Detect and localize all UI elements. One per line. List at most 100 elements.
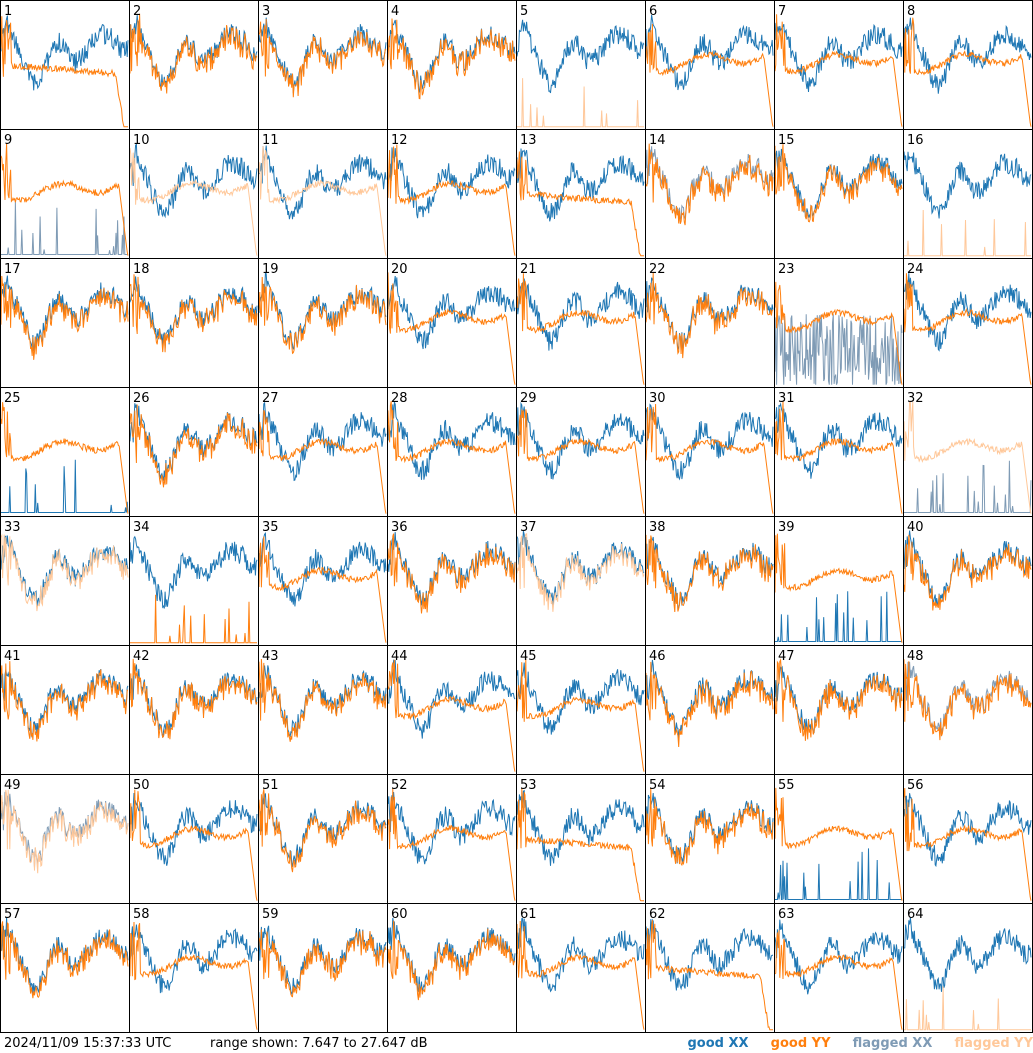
panel-19-label: 19 <box>262 262 279 277</box>
panel-64-label: 64 <box>907 907 924 922</box>
panel-17-yy-line <box>0 275 129 360</box>
panel-63-yy-line <box>774 930 903 1030</box>
panel-14-frame <box>645 129 775 259</box>
panel-48-yy-line <box>903 659 1032 741</box>
panel-24: 24 <box>903 258 1033 388</box>
panel-25-label: 25 <box>4 391 21 406</box>
panel-22-frame <box>645 258 775 388</box>
panel-29: 29 <box>516 387 646 517</box>
panel-57-label: 57 <box>4 907 21 922</box>
panel-17-frame <box>0 258 130 388</box>
panel-36-label: 36 <box>391 520 408 535</box>
panel-52: 52 <box>387 774 517 904</box>
panel-62-yy-line <box>645 920 773 1031</box>
panel-31-label: 31 <box>778 391 795 406</box>
panel-8-frame <box>903 0 1033 130</box>
panel-55-frame <box>774 774 904 904</box>
panel-3-label: 3 <box>262 4 270 19</box>
panel-56: 56 <box>903 774 1033 904</box>
panel-15-label: 15 <box>778 133 795 148</box>
panel-44: 44 <box>387 645 517 775</box>
panel-58-frame <box>129 903 259 1033</box>
panel-16-xx-line <box>903 151 1032 219</box>
panel-14: 14 <box>645 129 775 259</box>
panel-52-xx-line <box>387 791 516 865</box>
panel-22: 22 <box>645 258 775 388</box>
legend-good-yy: good YY <box>770 1036 831 1051</box>
panel-38-yy-line <box>645 534 774 613</box>
panel-53-frame <box>516 774 646 904</box>
panel-5-label: 5 <box>520 4 528 19</box>
panel-52-label: 52 <box>391 778 408 793</box>
panel-27-xx-line <box>258 401 387 482</box>
panel-24-label: 24 <box>907 262 924 277</box>
panel-7-xx-line <box>774 21 903 93</box>
panel-9-yy-line <box>0 143 129 256</box>
panel-63-label: 63 <box>778 907 795 922</box>
panel-45: 45 <box>516 645 646 775</box>
panel-3: 3 <box>258 0 388 130</box>
panel-29-frame <box>516 387 646 517</box>
panel-59-yy-line <box>258 929 387 998</box>
panel-13-label: 13 <box>520 133 537 148</box>
panel-6-xx-line <box>645 14 774 91</box>
panel-43-frame <box>258 645 388 775</box>
panel-46-label: 46 <box>649 649 666 664</box>
panel-26-label: 26 <box>133 391 150 406</box>
panel-63: 63 <box>774 903 904 1033</box>
panel-35: 35 <box>258 516 388 646</box>
panel-23-yy-line <box>774 281 903 385</box>
panel-20: 20 <box>387 258 517 388</box>
panel-5: 5 <box>516 0 646 130</box>
panel-23: 23 <box>774 258 904 388</box>
panel-56-frame <box>903 774 1033 904</box>
panel-53: 53 <box>516 774 646 904</box>
panel-9-xx-line <box>1 200 128 255</box>
panel-28-label: 28 <box>391 391 408 406</box>
panel-18-frame <box>129 258 259 388</box>
panel-31: 31 <box>774 387 904 517</box>
panel-12-yy-line <box>387 144 516 256</box>
panel-45-xx-line <box>516 662 645 735</box>
panel-40-label: 40 <box>907 520 924 535</box>
panel-2-yy-line <box>129 13 258 94</box>
panel-8-yy-line <box>903 17 1032 127</box>
panel-28-frame <box>387 387 517 517</box>
panel-34-yy-line <box>130 594 257 644</box>
panel-24-xx-line <box>903 273 1032 352</box>
panel-13-yy-line <box>516 151 644 257</box>
panel-24-yy-line <box>903 273 1032 385</box>
panel-41-yy-line <box>0 661 128 742</box>
panel-45-label: 45 <box>520 649 537 664</box>
panel-44-label: 44 <box>391 649 408 664</box>
panel-6-frame <box>645 0 775 130</box>
panel-51: 51 <box>258 774 388 904</box>
panel-45-yy-line <box>516 658 645 772</box>
panel-60-label: 60 <box>391 907 408 922</box>
panel-63-frame <box>774 903 904 1033</box>
panel-50-label: 50 <box>133 778 150 793</box>
panel-11-frame <box>258 129 388 259</box>
panel-55-xx-line <box>775 848 902 900</box>
panel-25-yy-line <box>0 402 129 514</box>
panel-8: 8 <box>903 0 1033 130</box>
panel-53-label: 53 <box>520 778 537 793</box>
panel-9-label: 9 <box>4 133 12 148</box>
panel-52-yy-line <box>387 788 516 901</box>
panel-8-label: 8 <box>907 4 915 19</box>
panel-54-label: 54 <box>649 778 666 793</box>
panel-55-label: 55 <box>778 778 795 793</box>
panel-43-yy-line <box>258 658 387 742</box>
panel-50-frame <box>129 774 259 904</box>
panel-11-label: 11 <box>262 133 279 148</box>
panel-16-label: 16 <box>907 133 924 148</box>
panel-51-xx-line <box>258 793 387 867</box>
panel-52-frame <box>387 774 517 904</box>
panel-10-xx-line <box>129 143 258 219</box>
panel-12-xx-line <box>387 147 516 219</box>
panel-31-frame <box>774 387 904 517</box>
panel-53-yy-line <box>516 788 644 902</box>
panel-25: 25 <box>0 387 130 517</box>
panel-5-frame <box>516 0 646 130</box>
panel-30-label: 30 <box>649 391 666 406</box>
